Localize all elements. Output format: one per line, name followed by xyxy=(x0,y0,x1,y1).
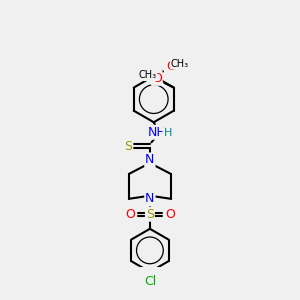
Text: CH₃: CH₃ xyxy=(171,59,189,69)
Text: S: S xyxy=(124,140,132,153)
Text: Cl: Cl xyxy=(144,275,156,288)
Text: O: O xyxy=(152,72,162,85)
Text: O: O xyxy=(165,208,175,221)
Text: S: S xyxy=(146,208,154,221)
Text: H: H xyxy=(164,128,172,138)
Text: N: N xyxy=(145,154,154,166)
Text: CH₃: CH₃ xyxy=(139,70,157,80)
Text: N: N xyxy=(145,192,154,205)
Text: O: O xyxy=(125,208,135,221)
Text: O: O xyxy=(166,60,175,73)
Text: NH: NH xyxy=(148,126,166,139)
